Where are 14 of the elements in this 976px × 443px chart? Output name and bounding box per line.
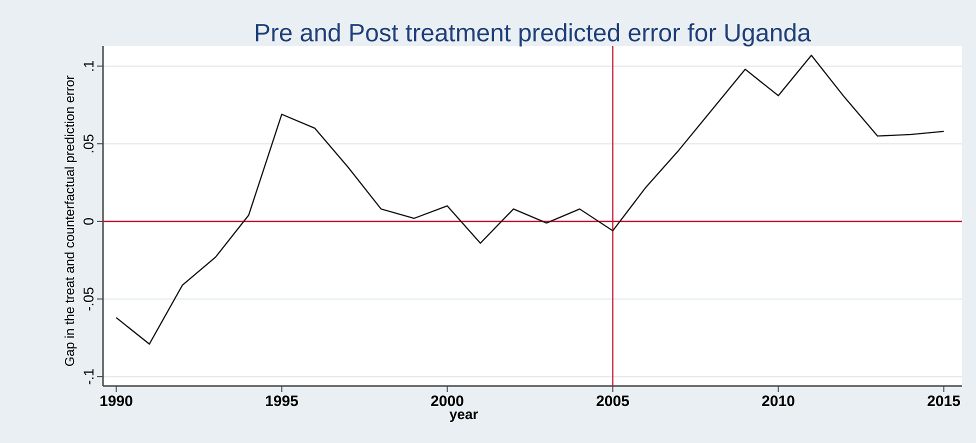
x-tick-label: 2015: [928, 396, 960, 406]
y-tick-label: .1: [84, 61, 94, 71]
y-tick-label: -.05: [84, 288, 94, 310]
x-tick-label: 2010: [762, 396, 794, 406]
y-tick-label: 0: [84, 218, 94, 225]
x-tick-label: 1995: [266, 396, 298, 406]
y-tick-label: -.1: [84, 369, 94, 384]
x-tick-label: 2000: [431, 396, 464, 406]
y-tick-label: .05: [84, 134, 94, 152]
x-tick-label: 2005: [596, 396, 630, 406]
chart-title: Pre and Post treatment predicted error for Uganda: [256, 23, 812, 46]
x-tick-label: 1990: [100, 396, 132, 406]
y-axis-title: Gap in the treat and counterfactual prediction error: [64, 76, 77, 366]
x-axis-title: year: [449, 412, 478, 422]
